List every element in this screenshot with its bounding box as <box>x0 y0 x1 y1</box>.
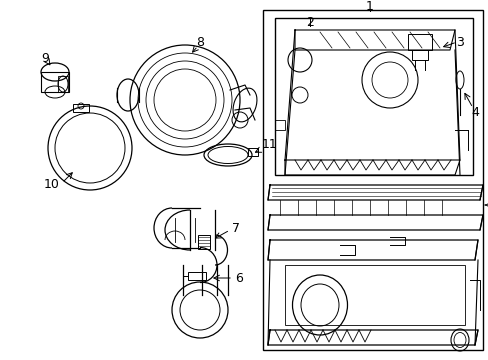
Bar <box>263 10 482 350</box>
Bar <box>274 18 472 175</box>
Bar <box>198 235 209 249</box>
Bar <box>411 50 427 60</box>
Text: 6: 6 <box>235 271 243 284</box>
Text: 11: 11 <box>262 139 277 152</box>
Bar <box>187 272 205 280</box>
Text: 1: 1 <box>366 0 373 13</box>
Bar <box>73 104 89 112</box>
Text: 9: 9 <box>41 51 49 64</box>
Text: 10: 10 <box>44 179 60 192</box>
Bar <box>274 120 285 130</box>
Text: 4: 4 <box>470 105 478 118</box>
Bar <box>285 265 464 325</box>
Text: 7: 7 <box>231 221 240 234</box>
Bar <box>58 76 68 92</box>
Bar <box>407 34 431 50</box>
Bar <box>41 72 69 92</box>
Text: 2: 2 <box>305 15 313 28</box>
Text: 3: 3 <box>455 36 463 49</box>
Text: 8: 8 <box>196 36 203 49</box>
Bar <box>247 148 258 156</box>
